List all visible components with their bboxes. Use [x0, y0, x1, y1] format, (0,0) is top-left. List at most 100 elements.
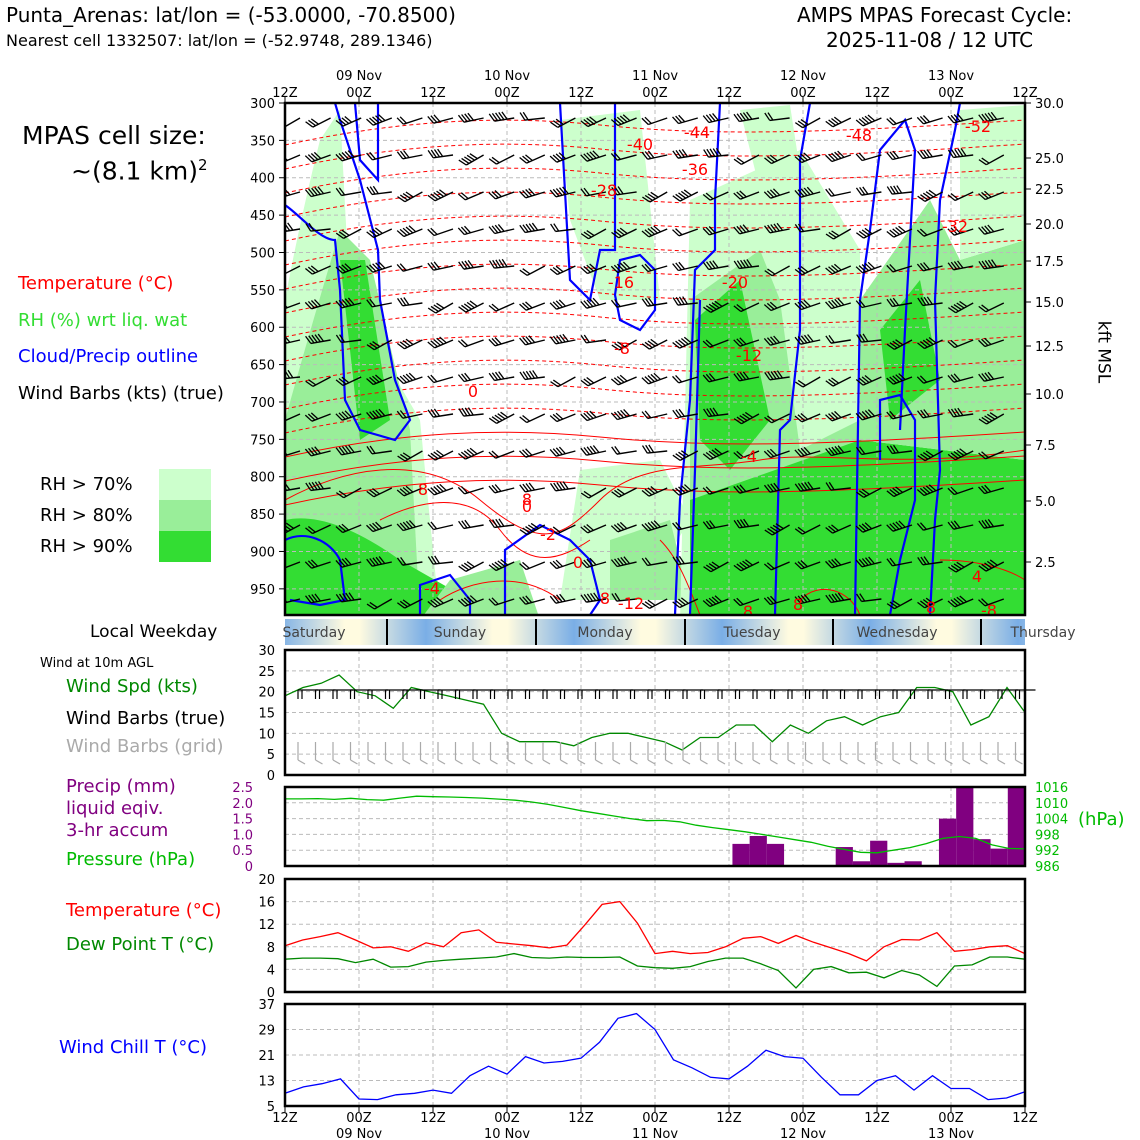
barb-feather [705, 192, 714, 200]
barb-feather [828, 119, 837, 126]
barb-feather [886, 186, 893, 195]
barb-feather [583, 447, 591, 455]
rh-swatch-70 [159, 469, 211, 500]
barb-feather [313, 151, 322, 160]
barb-feather [620, 557, 627, 565]
barb-feather [589, 298, 597, 307]
wind-barb [580, 557, 607, 569]
wind-barb [366, 185, 392, 196]
grid-wind-barb [542, 742, 551, 765]
wind-barb [519, 154, 546, 164]
wind-barb [733, 371, 760, 382]
barb-shaft [893, 228, 913, 238]
barb-feather [858, 265, 867, 273]
barb-shaft [923, 265, 943, 272]
barb-feather [984, 190, 992, 198]
barb-shaft [404, 598, 423, 609]
surface-wind-barb [332, 689, 353, 699]
grid-wind-barb [874, 742, 883, 765]
grid-wind-barb [524, 742, 533, 765]
barb-feather [644, 194, 654, 201]
barb-shaft [771, 154, 790, 165]
barb-feather [500, 411, 509, 418]
barb-feather [770, 759, 778, 765]
barb-feather [923, 262, 930, 270]
barb-feather [522, 561, 530, 569]
barb-feather [427, 341, 436, 349]
barb-feather [525, 483, 532, 491]
wind-barb [396, 116, 423, 125]
barb-feather [458, 306, 467, 313]
temperature-contour [285, 407, 1025, 434]
barb-feather [396, 230, 405, 237]
barb-shaft [678, 487, 699, 496]
barb-shaft [892, 302, 913, 308]
barb-shaft [801, 561, 821, 570]
barb-feather [369, 445, 376, 454]
barb-feather [641, 377, 649, 385]
barb-feather [867, 261, 876, 269]
wind-barb [978, 259, 1004, 270]
surface-wind-barb [909, 689, 931, 699]
barb-shaft [679, 339, 699, 349]
wind-barb [978, 190, 1005, 201]
barb-feather [650, 486, 659, 493]
wind-barb [641, 263, 668, 273]
barb-shaft [494, 117, 515, 122]
barb-feather [305, 223, 312, 232]
barb-shaft [587, 265, 607, 275]
barb-feather [807, 481, 814, 490]
barb-feather [528, 223, 536, 232]
temperature-label: -48 [846, 126, 872, 145]
cloud-outline [613, 253, 657, 332]
barb-feather [773, 223, 780, 232]
wind-barb [458, 153, 484, 166]
barb-feather [703, 306, 712, 313]
barb-feather [675, 149, 682, 159]
barb-feather [397, 455, 406, 462]
barb-feather [457, 340, 466, 348]
barb-feather [981, 485, 989, 494]
pressure-tick-label: 700 [250, 396, 275, 411]
barb-feather [558, 446, 566, 455]
barb-shaft [739, 117, 760, 123]
barb-feather [338, 299, 346, 308]
barb-feather [466, 561, 475, 568]
wind-barb [825, 228, 852, 240]
barb-feather [978, 373, 985, 382]
barb-feather [403, 150, 410, 158]
barb-feather [803, 334, 811, 343]
barb-feather [709, 520, 716, 528]
wind-barb [733, 411, 760, 425]
barb-shaft [312, 117, 331, 128]
barb-feather [886, 264, 894, 273]
barb-feather [433, 408, 441, 417]
bottom-hour-label: 12Z [716, 1111, 742, 1126]
barb-feather [583, 525, 591, 533]
barb-feather [494, 484, 502, 492]
barb-feather [675, 409, 682, 418]
barb-feather [522, 155, 530, 163]
wind-barb [550, 223, 576, 233]
barb-shaft [404, 339, 423, 350]
barb-feather [928, 189, 937, 196]
barb-feather [672, 150, 679, 159]
barb-feather [491, 156, 500, 164]
barb-feather [522, 596, 530, 604]
wind-barb [549, 559, 576, 570]
barb-feather [647, 228, 656, 235]
surface-wind-barb [927, 689, 948, 699]
barb-shaft [463, 413, 484, 417]
barb-feather [956, 113, 964, 121]
barb-shaft [677, 302, 698, 306]
wind-barb [427, 408, 454, 418]
barb-feather [766, 337, 774, 345]
barb-feather [825, 414, 833, 422]
wind-barb [641, 598, 668, 610]
wind-barb [580, 487, 607, 499]
barb-feather [519, 450, 527, 458]
barb-shaft [679, 191, 699, 202]
barb-feather [683, 189, 692, 196]
wind-barb [855, 556, 882, 568]
barb-shaft [832, 117, 852, 128]
